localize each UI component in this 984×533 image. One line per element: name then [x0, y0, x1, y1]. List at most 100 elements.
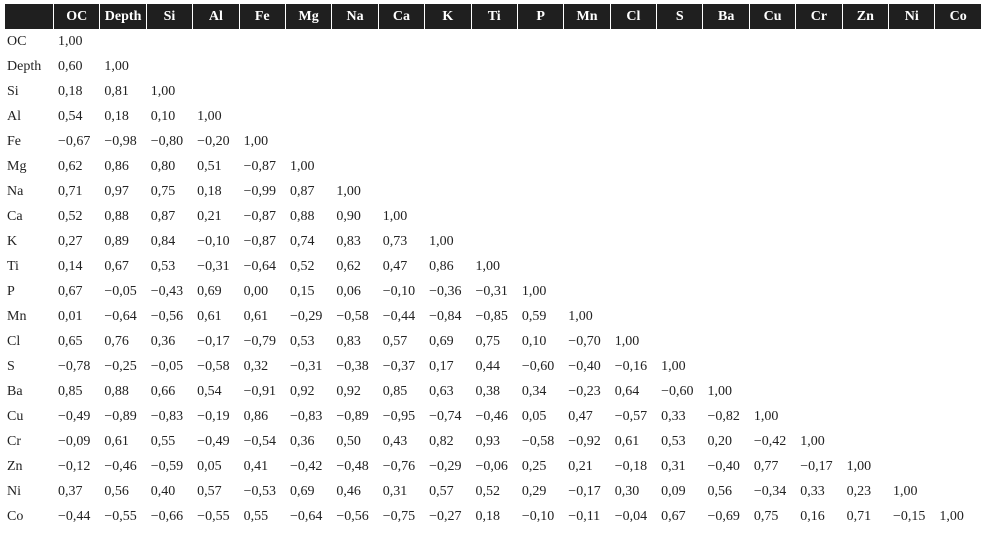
empty-cell: [750, 204, 795, 229]
correlation-cell: −0,70: [568, 333, 601, 349]
column-header: P: [517, 4, 564, 29]
empty-cell: [935, 379, 981, 404]
empty-cell: [100, 29, 145, 54]
correlation-cell: 0,90: [336, 208, 361, 224]
correlation-cell: −0,55: [104, 508, 137, 524]
correlation-cell: −0,87: [243, 233, 276, 249]
table-row: Depth 0,60 1,00: [5, 54, 981, 79]
correlation-cell: −0,66: [150, 508, 184, 524]
correlation-cell: −0,78: [58, 358, 91, 374]
empty-cell: [843, 279, 888, 304]
empty-cell: [611, 129, 656, 154]
table-row: Al 0,54 0,18 0,10 1,00: [5, 104, 981, 129]
empty-cell: [472, 54, 517, 79]
correlation-cell: −0,82: [707, 408, 740, 424]
empty-cell: [843, 429, 888, 454]
empty-cell: [332, 29, 377, 54]
empty-cell: [518, 29, 563, 54]
correlation-cell: 0,69: [429, 333, 454, 349]
empty-cell: [425, 54, 470, 79]
correlation-cell: 0,18: [475, 508, 501, 524]
empty-cell: [703, 304, 748, 329]
column-header: Al: [193, 4, 239, 29]
correlation-cell: 0,50: [336, 433, 361, 449]
empty-cell: [889, 129, 934, 154]
correlation-cell: 1,00: [150, 83, 176, 99]
correlation-cell: −0,83: [150, 408, 184, 424]
correlation-cell: 0,61: [614, 433, 640, 449]
empty-cell: [889, 54, 934, 79]
correlation-cell: −0,84: [429, 308, 462, 324]
empty-cell: [240, 29, 285, 54]
empty-cell: [889, 79, 934, 104]
correlation-cell: 1,00: [521, 283, 547, 299]
correlation-cell: 0,33: [661, 408, 686, 424]
empty-cell: [703, 279, 748, 304]
correlation-cell: −0,10: [521, 508, 555, 524]
empty-cell: [796, 354, 841, 379]
correlation-cell: 0,86: [429, 258, 454, 274]
empty-cell: [889, 154, 934, 179]
empty-cell: [843, 204, 888, 229]
correlation-cell: −0,75: [382, 508, 416, 524]
empty-cell: [750, 179, 795, 204]
correlation-cell: 0,30: [614, 483, 640, 499]
empty-cell: [935, 279, 981, 304]
empty-cell: [611, 154, 656, 179]
correlation-cell: 0,53: [661, 433, 686, 449]
correlation-cell: −0,46: [104, 458, 137, 474]
correlation-cell: 0,23: [846, 483, 872, 499]
empty-cell: [889, 254, 934, 279]
column-header: K: [425, 4, 471, 29]
column-header: Co: [935, 4, 981, 29]
correlation-cell: −0,10: [382, 283, 416, 299]
column-header: Depth: [100, 4, 146, 29]
row-label: P: [7, 283, 15, 299]
correlation-cell: −0,38: [336, 358, 369, 374]
empty-cell: [935, 54, 981, 79]
correlation-cell: 0,73: [382, 233, 408, 249]
correlation-cell: −0,49: [58, 408, 91, 424]
row-label: Cu: [7, 408, 24, 424]
correlation-cell: 0,67: [58, 283, 83, 299]
correlation-cell: 1,00: [58, 33, 83, 49]
table-row: Fe −0,67 −0,98 −0,80 −0,20 1,00: [5, 129, 981, 154]
empty-cell: [935, 429, 981, 454]
table-row: Mg 0,62 0,86 0,80 0,51 −0,87 1,00: [5, 154, 981, 179]
empty-cell: [703, 104, 748, 129]
correlation-cell: −0,58: [336, 308, 369, 324]
empty-cell: [240, 104, 285, 129]
correlation-cell: 1,00: [614, 333, 640, 349]
correlation-cell: 0,89: [104, 233, 129, 249]
row-label: Fe: [7, 133, 21, 149]
correlation-cell: 0,18: [197, 183, 222, 199]
correlation-cell: −0,37: [382, 358, 416, 374]
empty-cell: [796, 29, 841, 54]
empty-cell: [425, 29, 470, 54]
empty-cell: [843, 79, 888, 104]
column-header: Ca: [378, 4, 425, 29]
correlation-cell: 0,52: [475, 483, 501, 499]
correlation-cell: −0,60: [661, 383, 694, 399]
table-row: S −0,78 −0,25 −0,05 −0,58 0,32 −0,31 −0,38 −0,37…: [5, 354, 981, 379]
empty-cell: [935, 29, 981, 54]
empty-cell: [935, 179, 981, 204]
empty-cell: [889, 329, 934, 354]
empty-cell: [796, 104, 841, 129]
empty-cell: [889, 379, 934, 404]
correlation-cell: −0,89: [104, 408, 137, 424]
empty-cell: [935, 254, 981, 279]
empty-cell: [147, 54, 192, 79]
empty-cell: [935, 479, 981, 504]
correlation-cell: 0,93: [475, 433, 501, 449]
table-row: Zn −0,12 −0,46 −0,59 0,05 0,41 −0,42 −0,48 −0,76…: [5, 454, 981, 479]
empty-cell: [935, 354, 981, 379]
correlation-cell: 0,92: [289, 383, 315, 399]
empty-cell: [750, 104, 795, 129]
correlation-cell: 0,36: [150, 333, 176, 349]
correlation-cell: 0,59: [521, 308, 547, 324]
empty-cell: [240, 54, 285, 79]
empty-cell: [286, 129, 331, 154]
empty-cell: [750, 29, 795, 54]
